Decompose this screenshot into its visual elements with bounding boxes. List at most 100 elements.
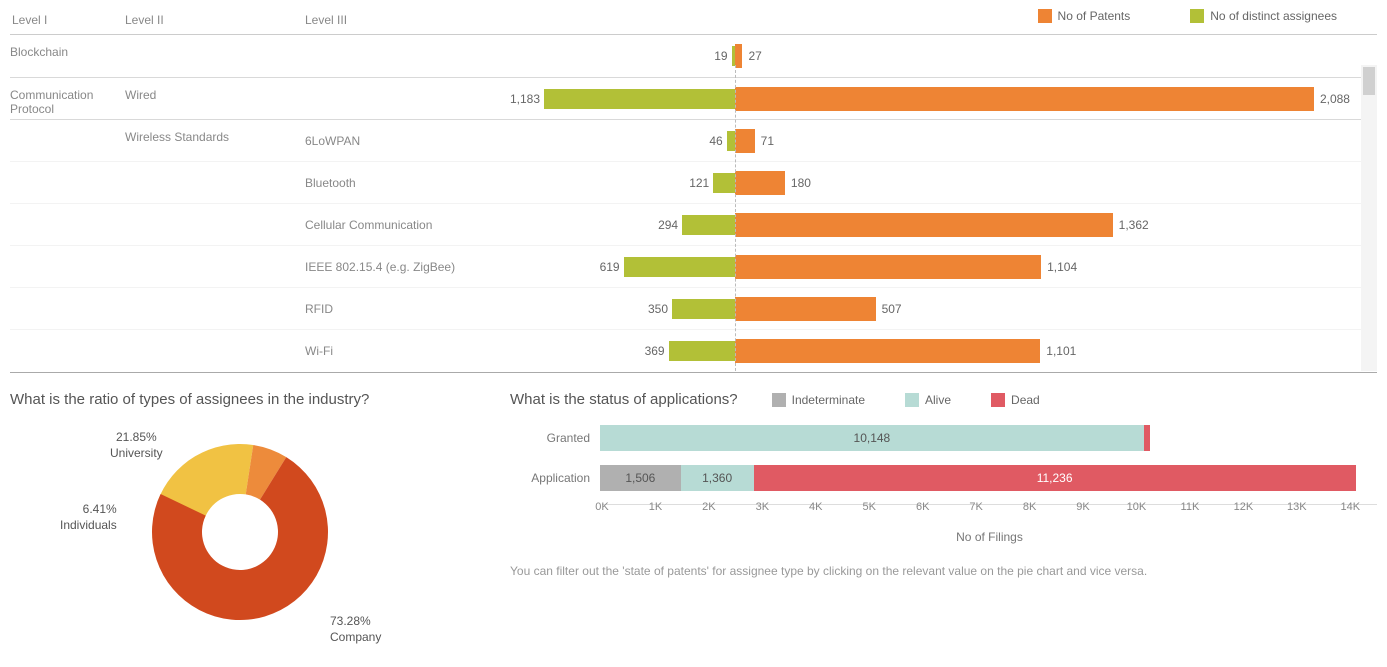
- legend-indeterminate-swatch: [772, 393, 786, 407]
- level1-label: [10, 246, 125, 256]
- patents-bar[interactable]: [735, 213, 1113, 237]
- bar-cell: 1927: [510, 35, 1359, 77]
- patents-value: 27: [748, 49, 761, 63]
- level2-label: Wireless Standards: [125, 120, 305, 144]
- axis-tick: 1K: [649, 501, 662, 513]
- status-bar-stack: 10,148: [600, 425, 1377, 451]
- level1-label: Blockchain: [10, 35, 125, 59]
- status-row-label: Granted: [510, 431, 590, 445]
- axis-tick: 13K: [1287, 501, 1307, 513]
- table-row[interactable]: IEEE 802.15.4 (e.g. ZigBee) 619 1,104: [10, 245, 1377, 287]
- status-bar-chart: Granted 10,148 Application1,5061,36011,236: [510, 418, 1377, 498]
- level1-label: [10, 120, 125, 130]
- status-title: What is the status of applications?: [510, 391, 738, 408]
- assignees-value: 619: [600, 260, 620, 274]
- assignees-value: 294: [658, 218, 678, 232]
- axis-tick: 10K: [1127, 501, 1147, 513]
- status-row[interactable]: Application1,5061,36011,236: [510, 458, 1377, 498]
- assignee-ratio-panel: What is the ratio of types of assignees …: [10, 391, 480, 662]
- legend-alive-swatch: [905, 393, 919, 407]
- table-row[interactable]: Bluetooth121180: [10, 161, 1377, 203]
- level3-label: Cellular Communication: [305, 218, 510, 232]
- legend-dead-swatch: [991, 393, 1005, 407]
- patents-bar[interactable]: [735, 255, 1041, 279]
- bar-cell: 4671: [510, 120, 1359, 161]
- legend-assignees-label: No of distinct assignees: [1210, 9, 1337, 23]
- patents-bar[interactable]: [735, 129, 755, 153]
- table-row[interactable]: Blockchain 1927: [10, 35, 1377, 77]
- level1-label: [10, 204, 125, 214]
- application-status-panel: What is the status of applications? Inde…: [510, 391, 1377, 578]
- axis-tick: 8K: [1023, 501, 1036, 513]
- legend-indeterminate[interactable]: Indeterminate: [772, 393, 865, 407]
- patents-bar[interactable]: [735, 171, 785, 195]
- patents-bar[interactable]: [735, 87, 1314, 111]
- patents-bar[interactable]: [735, 339, 1040, 363]
- level2-label: [125, 204, 305, 214]
- level2-label: [125, 162, 305, 172]
- level3-label: Wi-Fi: [305, 344, 510, 358]
- level2-label: Wired: [125, 78, 305, 102]
- status-row[interactable]: Granted 10,148: [510, 418, 1377, 458]
- assignees-bar[interactable]: [682, 215, 735, 235]
- vertical-scrollbar[interactable]: [1361, 65, 1377, 371]
- level1-label: [10, 162, 125, 172]
- pie-label-university: 21.85%University: [110, 430, 163, 461]
- status-segment-alive[interactable]: 1,360: [681, 465, 754, 491]
- table-row[interactable]: Cellular Communication 294 1,362: [10, 203, 1377, 245]
- assignees-value: 369: [645, 344, 665, 358]
- status-segment-dead[interactable]: [1144, 425, 1150, 451]
- patents-bar[interactable]: [735, 44, 742, 68]
- axis-tick: 12K: [1234, 501, 1254, 513]
- patents-value: 1,362: [1119, 218, 1149, 232]
- assignees-value: 46: [709, 134, 722, 148]
- table-row[interactable]: Wi-Fi 369 1,101: [10, 329, 1377, 371]
- table-row[interactable]: Communication ProtocolWired1,1832,088: [10, 77, 1377, 119]
- bar-cell: 619 1,104: [510, 246, 1359, 287]
- pie-title: What is the ratio of types of assignees …: [10, 391, 480, 408]
- legend-assignees-swatch: [1190, 9, 1204, 23]
- legend-assignees[interactable]: No of distinct assignees: [1190, 9, 1337, 23]
- patents-bar[interactable]: [735, 297, 876, 321]
- legend-patents-swatch: [1038, 9, 1052, 23]
- legend-dead-label: Dead: [1011, 393, 1040, 407]
- patents-value: 2,088: [1320, 92, 1350, 106]
- donut-chart[interactable]: [130, 422, 350, 642]
- bar-cell: 294 1,362: [510, 204, 1359, 245]
- assignees-bar[interactable]: [672, 299, 735, 319]
- assignees-bar[interactable]: [544, 89, 735, 109]
- assignees-bar[interactable]: [624, 257, 735, 277]
- axis-tick: 6K: [916, 501, 929, 513]
- legend-alive-label: Alive: [925, 393, 951, 407]
- axis-tick: 7K: [969, 501, 982, 513]
- center-axis: [735, 65, 736, 371]
- assignees-bar[interactable]: [727, 131, 735, 151]
- axis-tick: 11K: [1181, 501, 1200, 513]
- patents-value: 507: [882, 302, 902, 316]
- legend-alive[interactable]: Alive: [905, 393, 951, 407]
- legend-patents[interactable]: No of Patents: [1038, 9, 1131, 23]
- legend-patents-label: No of Patents: [1058, 9, 1131, 23]
- patents-value: 1,104: [1047, 260, 1077, 274]
- axis-tick: 5K: [863, 501, 876, 513]
- level1-label: [10, 288, 125, 298]
- assignees-bar[interactable]: [669, 341, 735, 361]
- table-row[interactable]: Wireless Standards6LoWPAN4671: [10, 119, 1377, 161]
- assignees-value: 1,183: [510, 92, 540, 106]
- level3-label: Bluetooth: [305, 176, 510, 190]
- scrollbar-thumb[interactable]: [1363, 67, 1375, 95]
- axis-tick: 4K: [809, 501, 822, 513]
- axis-tick: 2K: [702, 501, 715, 513]
- status-segment-alive[interactable]: 10,148: [600, 425, 1144, 451]
- patents-value: 1,101: [1046, 344, 1076, 358]
- bar-cell: 369 1,101: [510, 330, 1359, 371]
- table-row[interactable]: RFID350507: [10, 287, 1377, 329]
- legend-dead[interactable]: Dead: [991, 393, 1040, 407]
- assignees-bar[interactable]: [713, 173, 735, 193]
- status-x-axis: 0K1K2K3K4K5K6K7K8K9K10K11K12K13K14K: [602, 504, 1377, 518]
- status-segment-dead[interactable]: 11,236: [754, 465, 1356, 491]
- level2-label: [125, 35, 305, 45]
- status-segment-indeterminate[interactable]: 1,506: [600, 465, 681, 491]
- level3-label: IEEE 802.15.4 (e.g. ZigBee): [305, 260, 510, 274]
- legend-indeterminate-label: Indeterminate: [792, 393, 865, 407]
